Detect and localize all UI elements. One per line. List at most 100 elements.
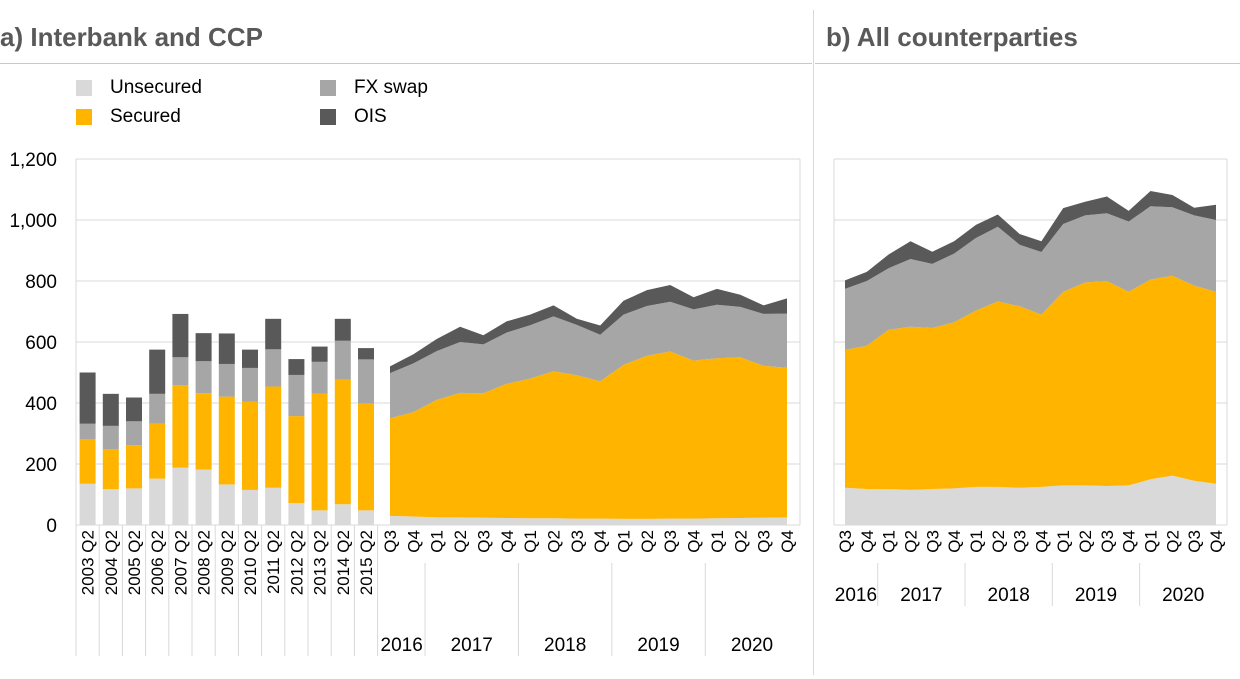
bar-ois-2008-q2 — [195, 333, 212, 362]
x-tick-label-2012-q2: 2012 Q2 — [287, 530, 306, 595]
panel-a-x-tick-label-15: Q2 — [731, 530, 750, 553]
panel-b-x-tick-label-17: Q4 — [1207, 530, 1226, 553]
panel-a-x-tick-label-12: Q3 — [661, 530, 680, 553]
x-tick-label-2007-q2: 2007 Q2 — [171, 530, 190, 595]
panel-a-x-tick-label-17: Q4 — [778, 530, 797, 553]
bar-secured-2005-q2 — [126, 445, 142, 489]
bar-secured-2011-q2 — [265, 386, 282, 488]
panel-b-x-tick-label-13: Q4 — [1120, 530, 1139, 553]
y-tick-label: 400 — [25, 394, 57, 415]
panel-b-x-tick-label-6: Q1 — [967, 530, 986, 553]
panel-a-x-tick-label-3: Q2 — [451, 530, 470, 553]
x-tick-label-2013-q2: 2013 Q2 — [311, 530, 330, 595]
bar-ois-2009-q2 — [218, 333, 235, 364]
panel-b-title-rule — [815, 63, 1240, 64]
bar-unsecured-2008-q2 — [195, 469, 212, 525]
legend-label-secured: Secured — [110, 106, 181, 127]
panel-a-x-tick-label-0: Q3 — [381, 530, 400, 553]
legend-ois: OIS — [320, 106, 387, 128]
bar-ois-2006-q2 — [149, 349, 166, 394]
panel-a-title: a) Interbank and CCP — [0, 22, 263, 52]
bar-fx-swap-2008-q2 — [195, 361, 212, 394]
bar-ois-2011-q2 — [265, 318, 282, 350]
bar-ois-2005-q2 — [126, 397, 142, 422]
bar-fx-swap-2006-q2 — [149, 393, 166, 424]
panel-divider — [813, 10, 814, 675]
bar-unsecured-2006-q2 — [149, 478, 166, 525]
bar-fx-swap-2012-q2 — [288, 374, 305, 417]
bar-ois-2012-q2 — [288, 359, 305, 375]
x-tick-label-2004-q2: 2004 Q2 — [102, 530, 121, 595]
y-tick-label: 1,200 — [9, 150, 57, 171]
legend-label-unsecured: Unsecured — [110, 77, 202, 98]
bar-fx-swap-2010-q2 — [242, 367, 258, 402]
panel-b-year-label-2018: 2018 — [988, 585, 1030, 606]
bar-ois-2014-q2 — [334, 318, 351, 341]
legend-swatch-fx-swap — [320, 80, 336, 96]
y-tick-label: 600 — [25, 333, 57, 354]
panel-b-area-unsecured — [845, 475, 1216, 525]
x-tick-label-2015-q2: 2015 Q2 — [357, 530, 376, 595]
bar-fx-swap-2005-q2 — [126, 421, 142, 446]
bar-unsecured-2007-q2 — [172, 467, 189, 525]
panel-b-x-tick-label-10: Q1 — [1054, 530, 1073, 553]
bar-unsecured-2014-q2 — [334, 504, 351, 525]
bar-fx-swap-2003-q2 — [79, 423, 96, 439]
bar-secured-2010-q2 — [242, 401, 258, 490]
bar-secured-2014-q2 — [334, 379, 351, 505]
panel-a-x-tick-label-16: Q3 — [755, 530, 774, 553]
bar-fx-swap-2011-q2 — [265, 349, 282, 387]
panel-a-x-tick-label-14: Q1 — [708, 530, 727, 553]
panel-b-x-tick-label-16: Q3 — [1185, 530, 1204, 553]
bar-secured-2012-q2 — [288, 416, 305, 504]
bar-ois-2003-q2 — [79, 372, 96, 424]
panel-b-x-tick-label-5: Q4 — [945, 530, 964, 553]
bar-ois-2013-q2 — [311, 346, 328, 362]
panel-b-x-tick-label-9: Q4 — [1032, 530, 1051, 553]
panel-b-year-label-2016: 2016 — [835, 585, 877, 606]
legend-fx-swap: FX swap — [320, 77, 428, 99]
panel-a-area-unsecured — [390, 515, 787, 525]
bar-fx-swap-2004-q2 — [102, 425, 119, 450]
panel-b-x-tick-label-3: Q2 — [901, 530, 920, 553]
bar-ois-2007-q2 — [172, 313, 189, 358]
panel-b-x-tick-label-2: Q1 — [880, 530, 899, 553]
panel-a-year-label-2019: 2019 — [637, 635, 679, 656]
bar-fx-swap-2014-q2 — [334, 340, 351, 380]
x-tick-label-2014-q2: 2014 Q2 — [334, 530, 353, 595]
panel-b-title: b) All counterparties — [826, 22, 1078, 52]
bar-ois-2004-q2 — [102, 393, 119, 426]
legend-label-fx-swap: FX swap — [354, 77, 428, 98]
bar-unsecured-2011-q2 — [265, 487, 282, 525]
panel-a-x-tick-label-9: Q4 — [591, 530, 610, 553]
bar-unsecured-2003-q2 — [79, 483, 96, 525]
x-tick-label-2006-q2: 2006 Q2 — [148, 530, 167, 595]
x-tick-label-2008-q2: 2008 Q2 — [195, 530, 214, 595]
bar-unsecured-2005-q2 — [126, 488, 142, 525]
bar-secured-2009-q2 — [218, 396, 235, 485]
legend-unsecured: Unsecured — [76, 77, 202, 99]
bar-unsecured-2010-q2 — [242, 489, 258, 525]
panel-a-year-label-2017: 2017 — [451, 635, 493, 656]
bar-secured-2015-q2 — [358, 403, 374, 511]
bar-secured-2006-q2 — [149, 423, 166, 479]
panel-b-area-secured — [845, 275, 1216, 490]
bar-fx-swap-2013-q2 — [311, 361, 328, 394]
bar-unsecured-2009-q2 — [218, 484, 235, 525]
bar-unsecured-2013-q2 — [311, 510, 328, 525]
bar-secured-2008-q2 — [195, 393, 212, 470]
x-tick-label-2010-q2: 2010 Q2 — [241, 530, 260, 595]
panel-a-year-label-2016: 2016 — [381, 635, 423, 656]
bar-secured-2007-q2 — [172, 385, 189, 468]
bar-ois-2010-q2 — [242, 349, 258, 368]
panel-b-x-tick-label-7: Q2 — [989, 530, 1008, 553]
y-tick-label: 0 — [46, 516, 57, 537]
x-tick-label-2003-q2: 2003 Q2 — [79, 530, 98, 595]
bar-fx-swap-2009-q2 — [218, 363, 235, 397]
panel-a-x-tick-label-11: Q2 — [638, 530, 657, 553]
y-tick-label: 200 — [25, 455, 57, 476]
panel-b-x-tick-label-14: Q1 — [1142, 530, 1161, 553]
bar-ois-2015-q2 — [358, 348, 374, 360]
panel-a-area-secured — [390, 351, 787, 519]
panel-b-x-tick-label-12: Q3 — [1098, 530, 1117, 553]
